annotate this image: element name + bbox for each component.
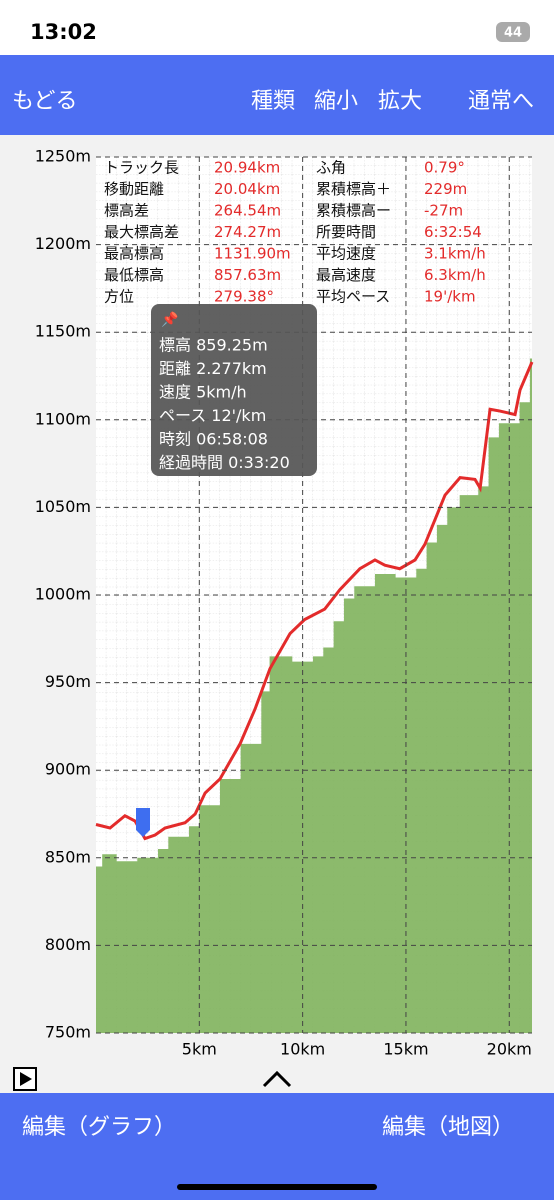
x-tick-label: 20km — [487, 1040, 532, 1059]
x-tick-label: 10km — [280, 1040, 325, 1059]
stat-label: 最大標高差 — [104, 223, 179, 241]
stat-label: 移動距離 — [104, 180, 164, 198]
stat-value: -27m — [424, 202, 463, 220]
nav-bar — [0, 55, 554, 135]
y-tick-label: 1050m — [35, 497, 91, 516]
stat-value: 279.38° — [214, 288, 274, 306]
y-tick-label: 1250m — [35, 147, 91, 166]
stat-label: 最高速度 — [316, 266, 376, 284]
x-tick-label: 5km — [182, 1040, 217, 1059]
stat-label: トラック長 — [104, 159, 179, 177]
y-tick-label: 900m — [45, 760, 91, 779]
y-tick-label: 1200m — [35, 234, 91, 253]
tooltip — [151, 304, 317, 476]
stat-value: 20.04km — [214, 180, 280, 198]
edit-graph-button[interactable]: 編集（グラフ） — [22, 1115, 176, 1140]
elevation-area — [96, 358, 532, 1034]
clock: 13:02 — [30, 20, 97, 44]
stat-label: 所要時間 — [316, 223, 376, 241]
zoom-in-button[interactable]: 拡大 — [378, 89, 422, 114]
tooltip-line: 時刻 06:58:08 — [159, 430, 268, 449]
stat-label: 最高標高 — [104, 245, 164, 263]
stat-value: 6:32:54 — [424, 223, 482, 241]
y-tick-label: 1100m — [35, 409, 91, 428]
stat-value: 274.27m — [214, 223, 281, 241]
stat-value: 0.79° — [424, 159, 465, 177]
pin-icon: 📌 — [161, 310, 179, 328]
stat-value: 20.94km — [214, 159, 280, 177]
stat-value: 6.3km/h — [424, 266, 486, 284]
battery — [496, 22, 530, 42]
y-tick-label: 1000m — [35, 585, 91, 604]
stat-label: 平均ペース — [316, 288, 390, 306]
stat-label: ふ角 — [316, 159, 346, 177]
y-tick-label: 950m — [45, 672, 91, 691]
x-tick-label: 15km — [383, 1040, 428, 1059]
tooltip-line: 経過時間 0:33:20 — [159, 453, 290, 472]
y-tick-label: 850m — [45, 847, 91, 866]
stat-value: 264.54m — [214, 202, 281, 220]
stat-value: 19'/km — [424, 288, 476, 306]
elevation-line — [95, 361, 534, 841]
stat-label: 平均速度 — [316, 245, 376, 263]
normal-button[interactable]: 通常へ — [468, 89, 534, 114]
back-button[interactable]: もどる — [12, 89, 78, 114]
tooltip-line: 速度 5km/h — [159, 383, 247, 402]
play-icon — [20, 1072, 32, 1086]
stat-label: 方位 — [104, 288, 134, 306]
battery-level: 44 — [504, 26, 522, 41]
position-marker — [136, 808, 150, 837]
stat-label: 標高差 — [104, 202, 149, 220]
edit-map-button[interactable]: 編集（地図） — [382, 1115, 514, 1140]
y-tick-label: 800m — [45, 935, 91, 954]
expand-chevron[interactable] — [262, 1070, 292, 1088]
tooltip-line: 標高 859.25m — [159, 336, 268, 355]
stat-value: 3.1km/h — [424, 245, 486, 263]
stat-label: 累積標高ー — [316, 202, 391, 220]
home-indicator — [177, 1184, 377, 1190]
tooltip-line: ペース 12'/km — [159, 406, 266, 425]
tooltip-line: 距離 2.277km — [159, 359, 267, 378]
stat-value: 229m — [424, 180, 467, 198]
stat-label: 累積標高＋ — [316, 180, 391, 198]
type-button[interactable]: 種類 — [251, 89, 295, 114]
zoom-out-button[interactable]: 縮小 — [314, 89, 358, 114]
stat-label: 最低標高 — [104, 266, 164, 284]
stat-value: 857.63m — [214, 266, 281, 284]
y-tick-label: 750m — [45, 1023, 91, 1042]
bottom-bar — [0, 1093, 554, 1200]
y-tick-label: 1150m — [35, 322, 91, 341]
stat-value: 1131.90m — [214, 245, 291, 263]
